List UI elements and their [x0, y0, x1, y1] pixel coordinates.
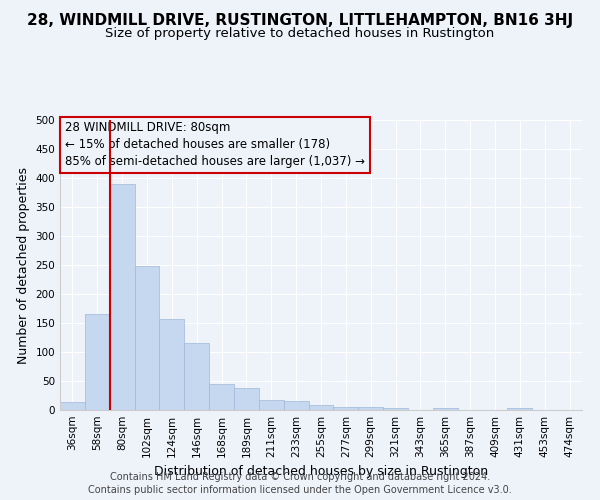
- Bar: [234, 388, 259, 410]
- Text: Contains public sector information licensed under the Open Government Licence v3: Contains public sector information licen…: [88, 485, 512, 495]
- Bar: [284, 402, 308, 410]
- Bar: [60, 402, 85, 410]
- Bar: [308, 405, 334, 410]
- Bar: [358, 407, 383, 410]
- Text: Size of property relative to detached houses in Rustington: Size of property relative to detached ho…: [106, 28, 494, 40]
- Bar: [160, 319, 184, 410]
- Bar: [259, 400, 284, 410]
- Text: 28 WINDMILL DRIVE: 80sqm
← 15% of detached houses are smaller (178)
85% of semi-: 28 WINDMILL DRIVE: 80sqm ← 15% of detach…: [65, 122, 365, 168]
- Text: 28, WINDMILL DRIVE, RUSTINGTON, LITTLEHAMPTON, BN16 3HJ: 28, WINDMILL DRIVE, RUSTINGTON, LITTLEHA…: [27, 12, 573, 28]
- X-axis label: Distribution of detached houses by size in Rustington: Distribution of detached houses by size …: [154, 466, 488, 478]
- Bar: [433, 408, 458, 410]
- Bar: [209, 384, 234, 410]
- Bar: [85, 314, 110, 410]
- Y-axis label: Number of detached properties: Number of detached properties: [17, 166, 30, 364]
- Bar: [110, 184, 134, 410]
- Bar: [508, 408, 532, 410]
- Bar: [334, 406, 358, 410]
- Bar: [184, 344, 209, 410]
- Text: Contains HM Land Registry data © Crown copyright and database right 2024.: Contains HM Land Registry data © Crown c…: [110, 472, 490, 482]
- Bar: [383, 408, 408, 410]
- Bar: [134, 266, 160, 410]
